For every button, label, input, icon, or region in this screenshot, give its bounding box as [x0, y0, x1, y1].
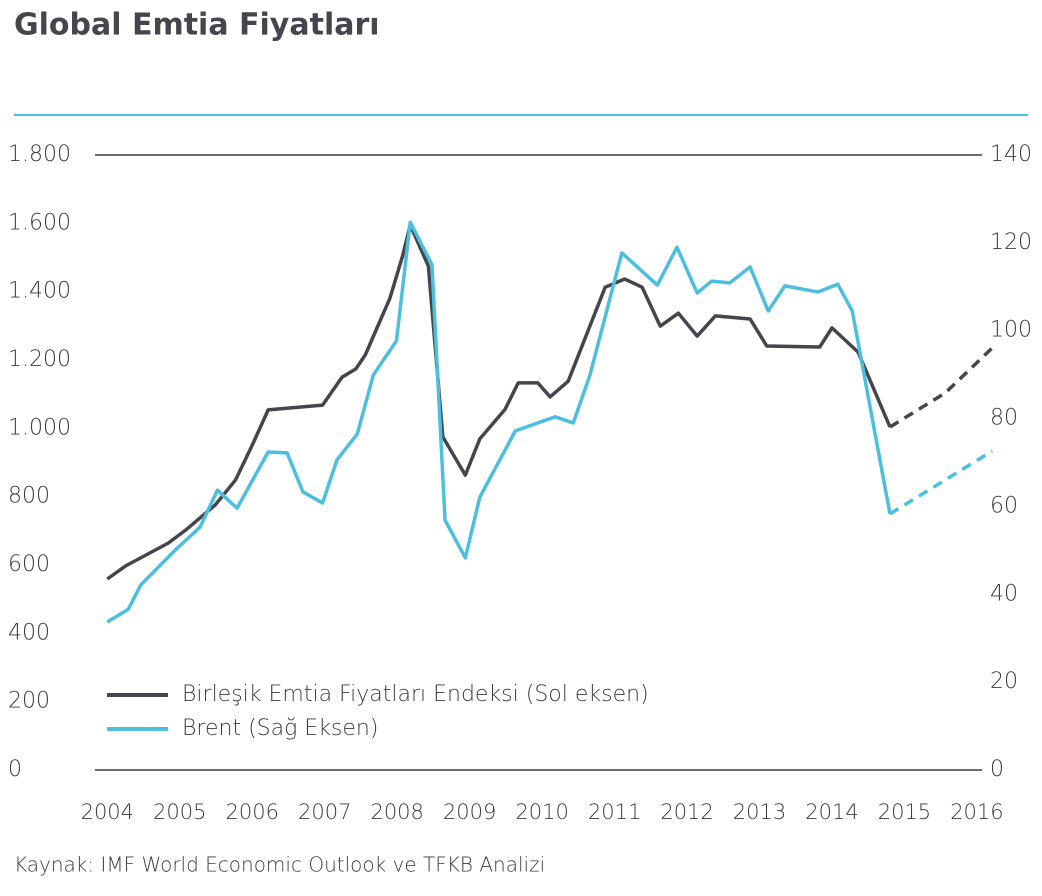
- y-tick-label: 1.000: [8, 415, 71, 440]
- y2-tick-label: 0: [990, 757, 1004, 782]
- x-tick-label: 2009: [443, 800, 496, 824]
- x-tick-label: 2006: [226, 800, 279, 824]
- x-tick-label: 2011: [588, 800, 641, 824]
- forecast-line: [889, 346, 994, 429]
- x-tick-label: 2012: [660, 800, 713, 824]
- series-line: [106, 220, 892, 624]
- y-tick-label: 1.600: [8, 210, 71, 235]
- source-note: Kaynak: IMF World Economic Outlook ve TF…: [14, 853, 545, 877]
- y2-tick-label: 80: [990, 406, 1018, 431]
- y2-tick-label: 40: [990, 581, 1018, 606]
- legend-label: Birleşik Emtia Fiyatları Endeksi (Sol ek…: [182, 682, 649, 707]
- y2-tick-label: 100: [990, 318, 1032, 343]
- y2-tick-label: 60: [990, 493, 1018, 518]
- x-tick-label: 2004: [81, 800, 134, 824]
- y2-tick-label: 120: [990, 230, 1032, 255]
- y-tick-label: 0: [8, 757, 22, 782]
- x-tick-label: 2015: [878, 800, 931, 824]
- y-tick-label: 1.400: [8, 279, 71, 304]
- forecast-line: [889, 449, 994, 516]
- y-tick-label: 400: [8, 620, 50, 645]
- legend-label: Brent (Sağ Eksen): [182, 716, 378, 741]
- series-line: [106, 223, 892, 581]
- chart-title: Global Emtia Fiyatları: [14, 8, 380, 43]
- y-tick-label: 200: [8, 689, 50, 714]
- y2-tick-label: 20: [990, 669, 1018, 694]
- x-tick-label: 2007: [298, 800, 351, 824]
- x-tick-label: 2014: [805, 800, 858, 824]
- x-tick-label: 2010: [515, 800, 568, 824]
- y-tick-label: 1.200: [8, 347, 71, 372]
- x-tick-label: 2005: [153, 800, 206, 824]
- y-tick-label: 800: [8, 484, 50, 509]
- x-tick-label: 2008: [370, 800, 423, 824]
- y2-tick-label: 140: [990, 142, 1032, 167]
- y-tick-label: 1.800: [8, 142, 71, 167]
- y-tick-label: 600: [8, 552, 50, 577]
- x-tick-label: 2016: [950, 800, 1003, 824]
- x-tick-label: 2013: [733, 800, 786, 824]
